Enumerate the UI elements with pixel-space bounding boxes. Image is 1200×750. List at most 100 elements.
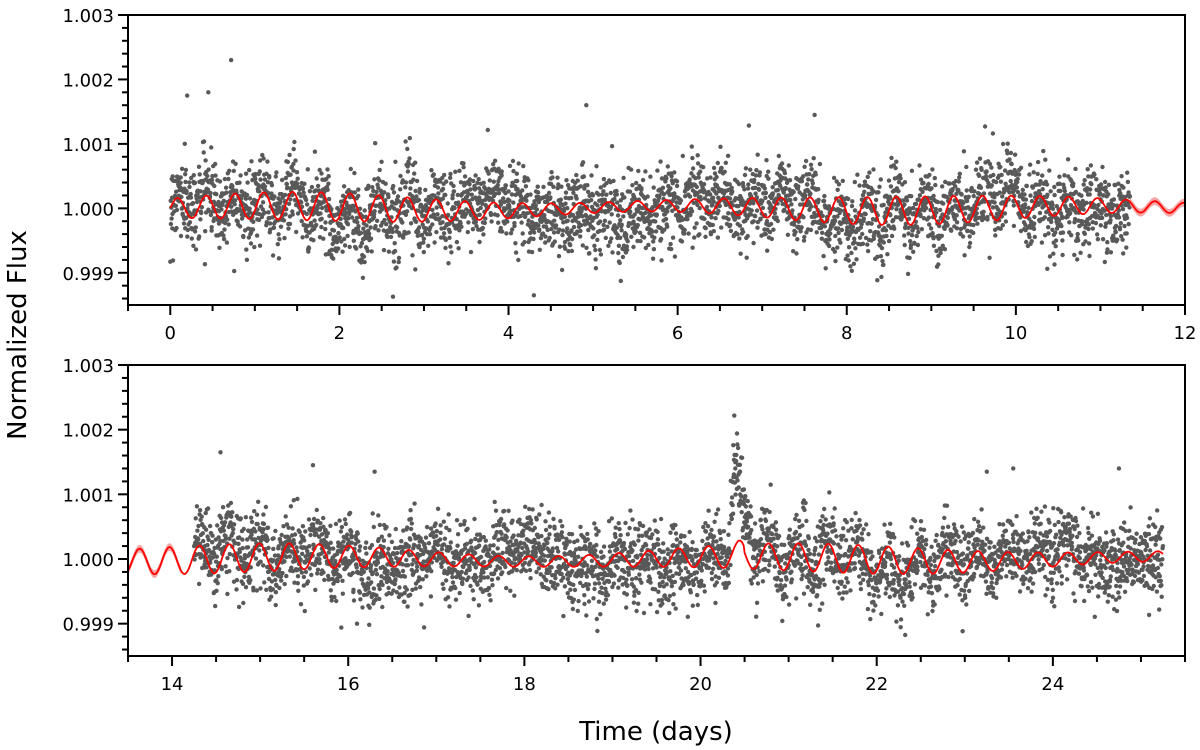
y-tick-label: 1.002 bbox=[62, 70, 114, 91]
data-point bbox=[543, 519, 547, 523]
data-point bbox=[1053, 231, 1057, 235]
data-point bbox=[472, 597, 476, 601]
data-point bbox=[392, 259, 396, 263]
data-point bbox=[277, 256, 281, 260]
data-point bbox=[269, 595, 273, 599]
data-point bbox=[539, 503, 543, 507]
data-point bbox=[1006, 142, 1010, 146]
data-point bbox=[238, 224, 242, 228]
data-point bbox=[183, 142, 187, 146]
data-point bbox=[318, 211, 322, 215]
data-point bbox=[971, 231, 975, 235]
data-point bbox=[245, 258, 249, 262]
data-point bbox=[777, 154, 781, 158]
data-point bbox=[351, 588, 355, 592]
data-point bbox=[364, 223, 368, 227]
data-point bbox=[408, 186, 412, 190]
data-point bbox=[631, 245, 635, 249]
data-point bbox=[799, 225, 803, 229]
x-tick-label: 4 bbox=[503, 323, 514, 344]
data-point bbox=[981, 210, 985, 214]
data-point bbox=[1125, 231, 1129, 235]
data-point bbox=[880, 259, 884, 263]
data-point bbox=[504, 586, 508, 590]
data-point bbox=[343, 243, 347, 247]
data-point bbox=[361, 276, 365, 280]
data-point bbox=[890, 234, 894, 238]
data-point bbox=[698, 169, 702, 173]
data-point bbox=[444, 238, 448, 242]
data-point bbox=[866, 175, 870, 179]
data-point bbox=[362, 254, 366, 258]
data-point bbox=[574, 196, 578, 200]
data-point bbox=[436, 185, 440, 189]
data-point bbox=[971, 223, 975, 227]
data-point bbox=[284, 574, 288, 578]
data-point bbox=[304, 198, 308, 202]
data-point bbox=[408, 136, 412, 140]
data-point bbox=[565, 206, 569, 210]
data-point bbox=[499, 517, 503, 521]
data-point bbox=[455, 544, 459, 548]
data-point bbox=[552, 230, 556, 234]
data-point bbox=[544, 578, 548, 582]
data-point bbox=[1041, 187, 1045, 191]
data-point bbox=[183, 172, 187, 176]
data-point bbox=[382, 248, 386, 252]
data-point bbox=[255, 588, 259, 592]
data-point bbox=[697, 232, 701, 236]
data-point bbox=[592, 244, 596, 248]
data-point bbox=[197, 165, 201, 169]
x-tick-label: 8 bbox=[841, 323, 852, 344]
data-point bbox=[234, 587, 238, 591]
data-point bbox=[366, 586, 370, 590]
data-point bbox=[515, 172, 519, 176]
data-point bbox=[987, 256, 991, 260]
data-point bbox=[536, 223, 540, 227]
data-point bbox=[311, 238, 315, 242]
data-point bbox=[852, 262, 856, 266]
data-point bbox=[875, 278, 879, 282]
data-point bbox=[345, 234, 349, 238]
data-point bbox=[1076, 232, 1080, 236]
data-point bbox=[213, 604, 217, 608]
data-point bbox=[512, 594, 516, 598]
data-point bbox=[487, 171, 491, 175]
data-point bbox=[548, 525, 552, 529]
data-point bbox=[174, 204, 178, 208]
data-point bbox=[205, 174, 209, 178]
data-point bbox=[334, 522, 338, 526]
data-point bbox=[892, 227, 896, 231]
data-point bbox=[1105, 240, 1109, 244]
data-point bbox=[896, 189, 900, 193]
data-point bbox=[634, 181, 638, 185]
data-point bbox=[610, 144, 614, 148]
data-point bbox=[441, 587, 445, 591]
data-point bbox=[507, 205, 511, 209]
data-point bbox=[884, 234, 888, 238]
data-point bbox=[917, 163, 921, 167]
data-point bbox=[395, 551, 399, 555]
data-point bbox=[306, 167, 310, 171]
data-point bbox=[911, 250, 915, 254]
data-point bbox=[287, 153, 291, 157]
data-point bbox=[392, 190, 396, 194]
data-point bbox=[378, 587, 382, 591]
data-point bbox=[1060, 253, 1064, 257]
data-point bbox=[1066, 157, 1070, 161]
data-point bbox=[889, 184, 893, 188]
data-point bbox=[271, 253, 275, 257]
data-point bbox=[611, 179, 615, 183]
data-point bbox=[994, 180, 998, 184]
data-point bbox=[465, 527, 469, 531]
data-point bbox=[398, 187, 402, 191]
data-point bbox=[202, 150, 206, 154]
data-point bbox=[416, 234, 420, 238]
data-point bbox=[206, 167, 210, 171]
data-point bbox=[205, 543, 209, 547]
data-point bbox=[271, 547, 275, 551]
data-point bbox=[251, 220, 255, 224]
data-point bbox=[302, 538, 306, 542]
data-point bbox=[208, 524, 212, 528]
data-point bbox=[276, 242, 280, 246]
